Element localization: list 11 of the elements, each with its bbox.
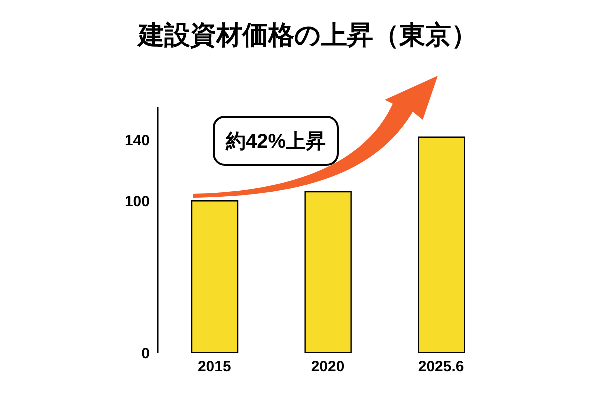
x-tick-label: 2025.6 [418, 358, 464, 376]
bar [418, 136, 466, 353]
x-tick-label: 2015 [198, 358, 232, 376]
chart-title: 建設資材価格の上昇（東京） [136, 19, 478, 52]
bar [191, 200, 239, 353]
y-tick-label: 140 [124, 132, 150, 150]
y-tick-label: 100 [124, 193, 150, 210]
annotation: 約42%上昇 [213, 116, 339, 166]
y-tick-label: 0 [142, 345, 150, 362]
x-tick-label: 2020 [311, 358, 345, 376]
bar [304, 191, 352, 353]
